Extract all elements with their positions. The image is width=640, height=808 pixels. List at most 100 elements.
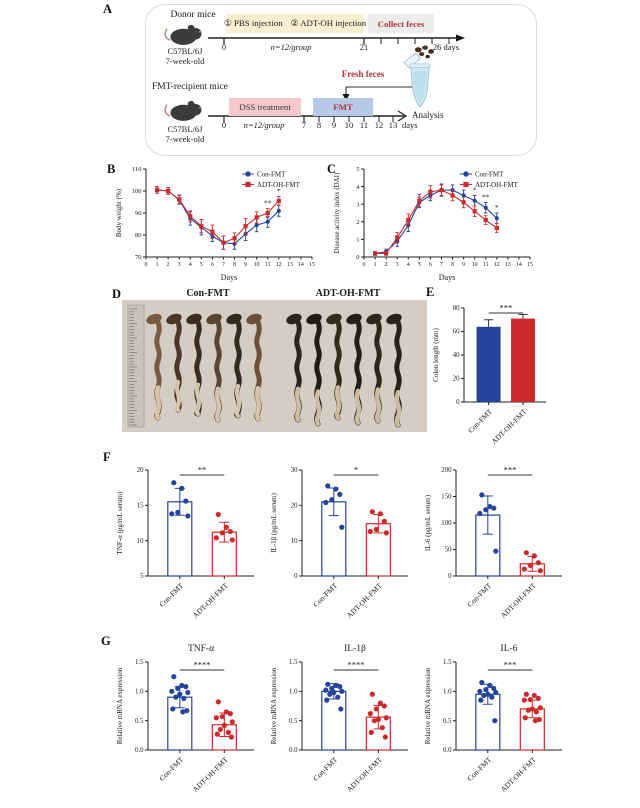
svg-text:3: 3 xyxy=(178,262,181,268)
svg-text:Disease activity index (DAI): Disease activity index (DAI) xyxy=(333,172,341,253)
svg-text:0.0: 0.0 xyxy=(443,747,452,754)
svg-text:15: 15 xyxy=(137,503,144,510)
dss-box: DSS treatment xyxy=(229,98,301,116)
svg-text:10: 10 xyxy=(472,262,478,268)
svg-text:Con-FMT: Con-FMT xyxy=(157,581,185,609)
recipient-mouse-icon xyxy=(164,100,202,121)
recipient-tick-8: 8 xyxy=(316,120,322,130)
recipient-n-label: n=12/group xyxy=(243,120,285,130)
recipient-tick-10: 10 xyxy=(344,120,354,130)
svg-text:1: 1 xyxy=(156,262,159,268)
recipient-tick-13: 13 xyxy=(388,120,398,130)
dss-label: DSS treatment xyxy=(239,102,291,112)
svg-text:100: 100 xyxy=(132,188,142,195)
donor-n-label: n=12/group xyxy=(270,42,312,52)
svg-text:15: 15 xyxy=(309,262,315,268)
fresh-feces-label: Fresh feces xyxy=(341,69,385,79)
photo-group-label-con: Con-FMT xyxy=(186,288,230,299)
svg-text:7: 7 xyxy=(440,262,443,268)
panel-a-schematic: Donor mice C57BL/6J 7-week-old ① PBS inj… xyxy=(145,4,537,156)
svg-text:1.0: 1.0 xyxy=(135,689,144,696)
svg-text:8: 8 xyxy=(233,262,236,268)
svg-text:10: 10 xyxy=(254,262,260,268)
analysis-label: Analysis xyxy=(412,110,444,120)
svg-text:ADT-OH-FMT: ADT-OH-FMT xyxy=(345,755,384,794)
panel-c-label: C xyxy=(327,162,337,176)
svg-text:0: 0 xyxy=(356,254,359,261)
svg-text:6: 6 xyxy=(211,262,214,268)
svg-text:**: ** xyxy=(482,192,490,201)
recipient-tick-9: 9 xyxy=(331,120,337,130)
fmt-label: FMT xyxy=(333,102,353,112)
svg-text:3: 3 xyxy=(396,262,399,268)
adtoh-injection-label: ② ADT-OH injection xyxy=(290,18,367,28)
svg-text:Con-FMT: Con-FMT xyxy=(466,407,494,435)
svg-text:100: 100 xyxy=(441,520,452,527)
il1b-serum-chart: 0 10 20 30 IL-1β (pg/mL serum) Con-FMT ADT-OH-… xyxy=(270,465,408,620)
svg-text:0.0: 0.0 xyxy=(289,747,298,754)
svg-text:Relative mRNA expression: Relative mRNA expression xyxy=(116,667,124,744)
svg-text:6: 6 xyxy=(429,262,432,268)
donor-strain: C57BL/6J xyxy=(167,46,203,56)
svg-text:**: ** xyxy=(198,465,207,475)
svg-text:5: 5 xyxy=(200,262,203,268)
svg-text:**: ** xyxy=(264,199,272,208)
svg-text:12: 12 xyxy=(276,262,282,268)
recipient-tick-11: 11 xyxy=(359,120,369,130)
svg-text:***: *** xyxy=(504,465,517,475)
svg-text:Body weight (%): Body weight (%) xyxy=(115,188,123,237)
panel-a-label: A xyxy=(103,2,113,16)
svg-text:ADT-OH-FMT: ADT-OH-FMT xyxy=(345,581,384,620)
svg-text:ADT-OH-FMT: ADT-OH-FMT xyxy=(490,407,529,446)
svg-text:Days: Days xyxy=(221,273,237,282)
svg-text:1: 1 xyxy=(356,237,359,244)
svg-text:0: 0 xyxy=(448,573,452,580)
recipient-strain: C57BL/6J xyxy=(167,124,203,134)
svg-text:20: 20 xyxy=(453,376,460,383)
svg-text:40: 40 xyxy=(453,352,460,359)
svg-text:11: 11 xyxy=(265,262,271,268)
recipient-tick-0: 0 xyxy=(221,120,227,130)
svg-text:ADT-OH-FMT: ADT-OH-FMT xyxy=(191,581,230,620)
recipient-tick-12: 12 xyxy=(374,120,384,130)
svg-text:80: 80 xyxy=(135,232,142,239)
svg-text:Con-FMT: Con-FMT xyxy=(257,170,286,178)
svg-text:ADT-OH-FMT: ADT-OH-FMT xyxy=(191,755,230,794)
svg-text:IL-1β (pg/mL serum): IL-1β (pg/mL serum) xyxy=(270,493,278,553)
svg-text:20: 20 xyxy=(291,503,298,510)
recipient-tick-7: 7 xyxy=(301,120,307,130)
svg-text:Con-FMT: Con-FMT xyxy=(311,755,339,783)
svg-text:60: 60 xyxy=(453,329,460,336)
svg-text:5: 5 xyxy=(418,262,421,268)
svg-text:9: 9 xyxy=(462,262,465,268)
svg-text:10: 10 xyxy=(137,538,144,545)
svg-text:13: 13 xyxy=(287,262,293,268)
svg-text:0.5: 0.5 xyxy=(443,718,452,725)
il1b-mrna-chart: 0.0 0.5 1.0 1.5 Relative mRNA expression IL-1… xyxy=(270,644,408,794)
svg-text:14: 14 xyxy=(298,262,304,268)
svg-text:*: * xyxy=(495,203,499,212)
colon-photo xyxy=(122,300,427,432)
svg-text:4: 4 xyxy=(189,262,192,268)
svg-text:0: 0 xyxy=(145,262,148,268)
svg-text:Con-FMT: Con-FMT xyxy=(465,581,493,609)
svg-text:Relative mRNA expression: Relative mRNA expression xyxy=(424,667,432,744)
svg-text:5: 5 xyxy=(356,166,359,173)
recipient-age: 7-week-old xyxy=(165,134,205,144)
svg-text:***: *** xyxy=(499,303,512,313)
svg-text:3: 3 xyxy=(356,201,359,208)
panel-f-label: F xyxy=(103,450,111,464)
svg-text:30: 30 xyxy=(291,467,298,474)
donor-tick-26: 26 days xyxy=(432,42,460,52)
days-label: days xyxy=(402,120,418,130)
collect-feces-label: Collect feces xyxy=(377,18,425,29)
svg-text:20: 20 xyxy=(137,467,144,474)
svg-text:*: * xyxy=(354,465,358,475)
svg-text:*: * xyxy=(277,187,281,196)
svg-text:1: 1 xyxy=(374,262,377,268)
svg-text:TNF-α (pg/mL serum): TNF-α (pg/mL serum) xyxy=(116,491,124,555)
svg-text:1.0: 1.0 xyxy=(443,689,452,696)
svg-text:11: 11 xyxy=(483,262,489,268)
